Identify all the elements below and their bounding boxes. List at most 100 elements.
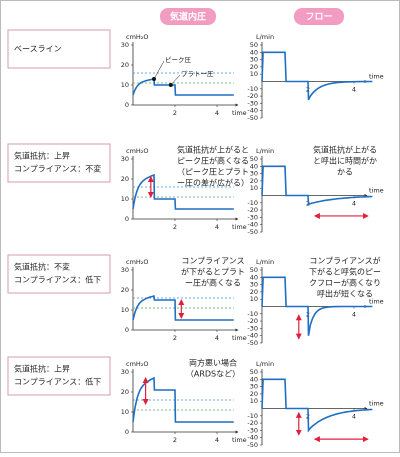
annotation: ー圧が高くなる	[185, 278, 241, 288]
x-tick-label: 4	[352, 86, 356, 94]
y-tick-label: 10	[121, 408, 129, 416]
condition-label: 気道抵抗：不変	[14, 262, 70, 272]
x-tick-label: 2	[173, 109, 177, 117]
annotation: 呼出が短くなる	[317, 289, 373, 299]
axis-unit: cmH₂O	[126, 147, 149, 155]
y-tick-label: 30	[250, 170, 258, 178]
y-tick-label: -30	[247, 324, 258, 332]
y-tick-label: 40	[250, 375, 258, 383]
condition-box	[7, 143, 111, 183]
y-tick-label: 40	[250, 48, 258, 56]
condition-label: 気道抵抗：上昇	[14, 364, 70, 374]
x-tick-label: 4	[215, 223, 219, 231]
pressure-curve	[132, 173, 234, 210]
axis-unit: L/min	[256, 147, 274, 155]
header: フロー	[305, 13, 332, 23]
y-tick-label: 10	[250, 184, 258, 192]
annotation: コンプライアンス	[181, 257, 244, 266]
annotation: ピーク圧が高くなる	[177, 156, 249, 166]
axis-unit: cmH₂O	[126, 33, 149, 41]
y-tick-label: 30	[250, 281, 258, 289]
y-tick-label: -40	[247, 332, 258, 340]
y-tick-label: 40	[250, 162, 258, 170]
y-tick-label: 30	[121, 266, 129, 274]
x-axis-label: time	[232, 223, 247, 231]
x-tick-label: 4	[352, 200, 356, 208]
x-tick-label: 4	[215, 334, 219, 342]
y-tick-label: -40	[247, 107, 258, 115]
annotation: クフローが高くなり	[309, 278, 381, 288]
x-tick-label: 2	[173, 223, 177, 231]
condition-box	[7, 29, 111, 69]
y-tick-label: 10	[250, 70, 258, 78]
y-tick-label: 20	[250, 63, 258, 71]
leader	[170, 74, 181, 86]
x-axis-label: time	[232, 436, 247, 444]
header-pill	[160, 8, 216, 25]
y-tick-label: -10	[247, 85, 258, 93]
header-pill	[294, 8, 344, 25]
annotation: と呼出に時間がか	[313, 156, 377, 166]
y-tick-label: -50	[247, 339, 258, 347]
annotation: かる	[337, 168, 353, 177]
y-tick-label: 30	[121, 368, 129, 376]
x-axis-label: time	[369, 298, 384, 306]
x-axis-label: time	[232, 109, 247, 117]
condition-label: コンプライアンス：低下	[14, 275, 101, 285]
x-axis-label: time	[369, 187, 384, 195]
y-tick-label: -40	[247, 434, 258, 442]
condition-label: コンプライアンス：不変	[14, 164, 101, 174]
y-tick-label: 30	[250, 383, 258, 391]
y-tick-label: 0	[125, 428, 129, 436]
y-tick-label: 20	[250, 390, 258, 398]
y-tick-label: -20	[247, 317, 258, 325]
y-tick-label: -30	[247, 99, 258, 107]
annotation: 気道抵抗が上がると	[177, 145, 249, 155]
y-tick-label: -10	[247, 310, 258, 318]
x-axis-label: time	[232, 334, 247, 342]
annotation: 両方悪い場合	[189, 358, 237, 368]
y-tick-label: -20	[247, 206, 258, 214]
y-tick-label: -30	[247, 213, 258, 221]
pressure-curve	[132, 78, 234, 96]
y-tick-label: -50	[247, 228, 258, 236]
annotation: プラトー圧	[181, 70, 214, 78]
x-tick-label: 2	[173, 334, 177, 342]
x-tick-label: 4	[215, 109, 219, 117]
y-tick-label: 30	[121, 155, 129, 163]
y-tick-label: 20	[121, 175, 129, 183]
y-tick-label: 20	[250, 177, 258, 185]
annotation: 気道抵抗が上がる	[313, 145, 377, 155]
condition-label: 気道抵抗：上昇	[14, 151, 70, 161]
y-tick-label: -20	[247, 419, 258, 427]
condition-box	[7, 356, 111, 396]
x-tick-label: 2	[173, 436, 177, 444]
axis-unit: L/min	[256, 258, 274, 266]
y-tick-label: 0	[125, 101, 129, 109]
condition-label: コンプライアンス：低下	[14, 377, 101, 387]
header: 気道内圧	[170, 11, 206, 23]
flow-curve	[261, 51, 373, 101]
y-tick-label: 0	[125, 215, 129, 223]
y-tick-label: 20	[121, 388, 129, 396]
condition-label: ベースライン	[14, 45, 62, 54]
x-axis-label: time	[369, 400, 384, 408]
y-tick-label: 20	[121, 286, 129, 294]
annotation: ピーク圧	[165, 56, 192, 64]
flow-curve	[261, 276, 373, 336]
x-axis-label: time	[369, 73, 384, 81]
x-tick-label: 4	[352, 311, 356, 319]
x-tick-label: 4	[352, 413, 356, 421]
y-tick-label: 10	[250, 295, 258, 303]
y-tick-label: -50	[247, 114, 258, 122]
annotation: （ピーク圧とプラト	[177, 168, 249, 177]
flow-curve	[261, 165, 373, 206]
y-tick-label: -30	[247, 426, 258, 434]
x-tick-label: 4	[215, 436, 219, 444]
y-tick-label: 10	[250, 397, 258, 405]
condition-box	[7, 254, 111, 294]
y-tick-label: 30	[250, 56, 258, 64]
y-tick-label: -10	[247, 412, 258, 420]
y-tick-label: 10	[121, 81, 129, 89]
